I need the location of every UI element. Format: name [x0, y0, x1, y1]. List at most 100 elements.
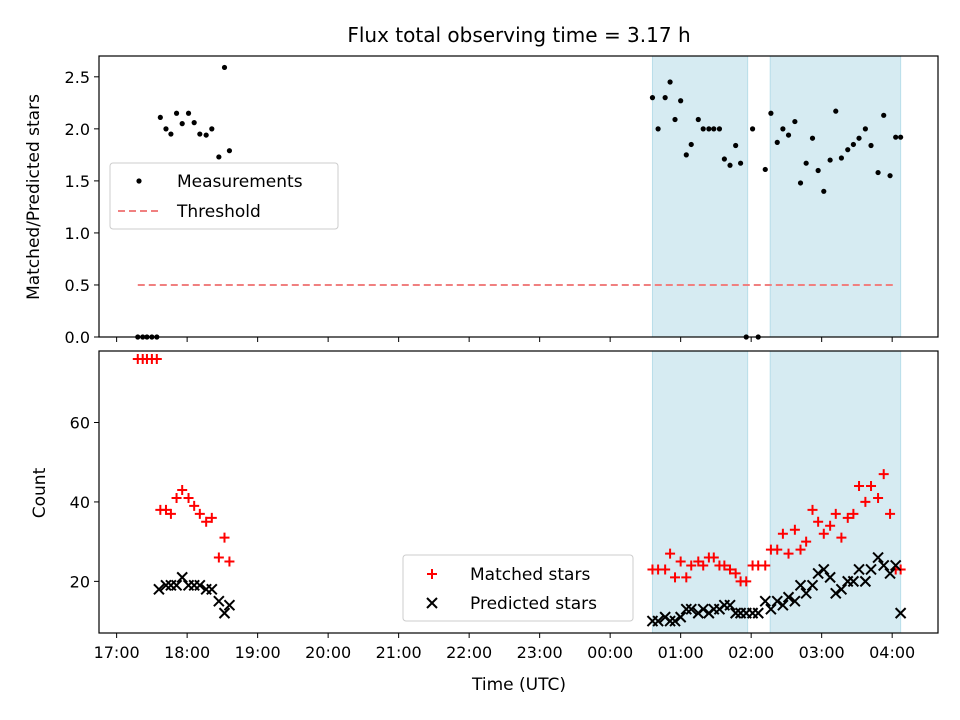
- x-tick-label: 22:00: [446, 643, 492, 662]
- predicted-star-point: [685, 603, 697, 615]
- predicted-star-point: [835, 583, 848, 596]
- predicted-star-point: [170, 579, 183, 592]
- matched-star-point: [213, 552, 224, 563]
- matched-star-point: [836, 532, 847, 543]
- predicted-star-point: [218, 607, 231, 619]
- predicted-star-point: [153, 583, 165, 596]
- x-tick-label: 20:00: [305, 643, 351, 662]
- matched-star-point: [686, 560, 697, 571]
- matched-star-point: [665, 548, 676, 559]
- predicted-star-point: [194, 579, 206, 592]
- measurement-point: [716, 126, 723, 132]
- shaded-span: [651, 350, 749, 634]
- measurement-point: [662, 95, 668, 101]
- matched-star-point: [725, 564, 736, 575]
- axes-frame: [98, 350, 939, 634]
- measurement-point: [881, 112, 887, 118]
- matched-star-point: [183, 492, 194, 503]
- matched-star-point: [660, 564, 671, 575]
- matched-star-point: [854, 481, 865, 492]
- matched-star-point: [165, 508, 176, 519]
- measurement-point: [163, 126, 169, 132]
- x-axis-label: Time (UTC): [471, 675, 566, 695]
- measurement-point: [797, 180, 804, 186]
- measurement-point: [197, 131, 203, 137]
- matched-star-point: [177, 485, 188, 496]
- matched-star-point: [878, 469, 889, 480]
- x-tick-label: 23:00: [517, 643, 563, 662]
- predicted-star-point: [206, 583, 218, 596]
- predicted-star-point: [752, 607, 764, 619]
- predicted-star-point: [878, 559, 890, 572]
- measurement-point: [785, 132, 792, 138]
- measurement-point: [774, 139, 780, 145]
- measurement-point: [706, 126, 712, 132]
- matched-star-point: [224, 556, 235, 567]
- measurement-point: [733, 142, 739, 149]
- y-tick-label: 60: [70, 413, 90, 432]
- y-tick-label: 0.5: [65, 276, 90, 295]
- predicted-star-point: [680, 603, 693, 615]
- predicted-star-point: [674, 611, 687, 623]
- matched-star-point: [848, 508, 859, 519]
- matched-star-point: [789, 524, 800, 535]
- predicted-star-point: [777, 599, 789, 611]
- shaded-span: [769, 55, 902, 338]
- measurement-point: [833, 108, 839, 114]
- measurement-point: [649, 95, 656, 101]
- predicted-star-point: [782, 591, 795, 603]
- measurement-point: [845, 147, 851, 153]
- measurement-point: [875, 169, 881, 176]
- predicted-star-point: [859, 575, 872, 588]
- legend: Matched stars Predicted stars: [402, 554, 634, 622]
- predicted-star-point: [889, 559, 902, 572]
- matched-star-point: [719, 560, 730, 571]
- matched-star-point: [825, 520, 836, 531]
- matched-star-point: [807, 504, 818, 515]
- x-tick-label: 19:00: [235, 643, 281, 662]
- legend-marker-matched: [427, 569, 437, 579]
- y-tick-label: 1.0: [65, 224, 90, 243]
- predicted-star-point: [697, 603, 709, 615]
- legend-marker-measurements: [136, 178, 142, 184]
- predicted-star-point: [812, 567, 824, 580]
- y-tick-label: 2.0: [65, 120, 90, 139]
- measurement-point: [157, 114, 163, 121]
- matched-star-point: [741, 576, 752, 587]
- matched-star-point: [171, 492, 182, 503]
- legend-label-matched: Matched stars: [470, 565, 590, 585]
- x-tick-label: 21:00: [376, 643, 422, 662]
- y-tick-label: 20: [70, 572, 90, 591]
- chart-title: Flux total observing time = 3.17 h: [347, 23, 690, 47]
- matched-star-point: [708, 552, 719, 563]
- measurement-point: [678, 98, 684, 104]
- predicted-star-point: [223, 599, 236, 611]
- x-tick-label: 02:00: [728, 643, 774, 662]
- legend-label-predicted: Predicted stars: [470, 594, 597, 614]
- matched-star-point: [873, 492, 884, 503]
- predicted-star-point: [652, 615, 664, 627]
- predicted-star-point: [729, 607, 742, 619]
- measurement-point: [168, 131, 174, 137]
- measurement-point: [768, 110, 774, 116]
- x-tick-label: 18:00: [164, 643, 210, 662]
- bottom-panel: 20 40 60 17:00 18:00 19:00 20:00 21:00 22:00 23:0…: [70, 350, 939, 662]
- measurement-point: [821, 188, 827, 194]
- matched-star-point: [795, 544, 806, 555]
- measurement-point: [203, 132, 209, 138]
- matched-star-point: [219, 532, 230, 543]
- matched-star-point: [670, 572, 681, 583]
- y-tick-label: 1.5: [65, 172, 90, 191]
- matched-star-point: [818, 528, 829, 539]
- measurement-point: [862, 126, 868, 132]
- matched-star-point: [772, 544, 783, 555]
- measurement-point: [173, 110, 180, 116]
- x-tick-label: 01:00: [658, 643, 704, 662]
- predicted-star-point: [160, 579, 172, 592]
- matched-star-point: [801, 536, 812, 547]
- measurement-point: [688, 141, 694, 148]
- measurement-point: [809, 135, 816, 141]
- matched-star-point: [206, 512, 217, 523]
- matched-star-point: [783, 548, 794, 559]
- bottom-y-axis-label: Count: [30, 467, 50, 518]
